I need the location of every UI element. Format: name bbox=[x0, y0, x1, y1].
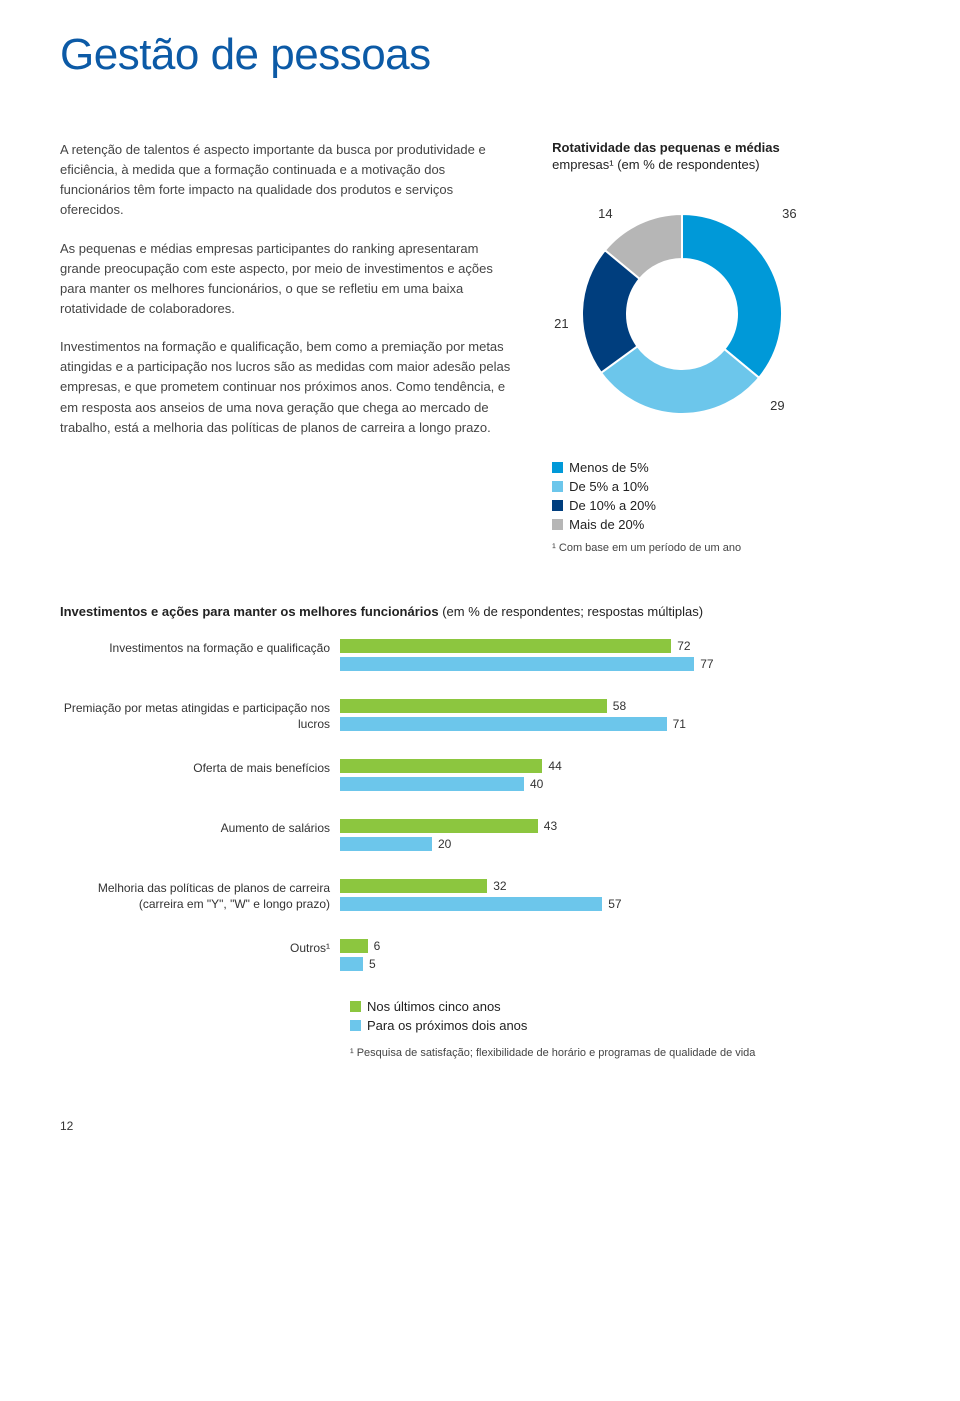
legend-item: Para os próximos dois anos bbox=[350, 1018, 900, 1033]
bar-value: 71 bbox=[673, 717, 686, 731]
legend-label: Para os próximos dois anos bbox=[367, 1018, 527, 1033]
bar-value: 44 bbox=[548, 759, 561, 773]
legend-item: Mais de 20% bbox=[552, 517, 900, 532]
bar-chart-footnote: ¹ Pesquisa de satisfação; flexibilidade … bbox=[350, 1047, 900, 1059]
bar-a bbox=[340, 699, 607, 713]
bar-b bbox=[340, 777, 524, 791]
bar-a bbox=[340, 759, 542, 773]
bar-a bbox=[340, 819, 538, 833]
donut-value-29: 29 bbox=[770, 398, 784, 413]
bar-chart: Investimentos na formação e qualificação… bbox=[60, 639, 900, 975]
donut-value-21: 21 bbox=[554, 316, 568, 331]
bar-row-bars: 72 77 bbox=[340, 639, 900, 675]
bar-value: 6 bbox=[374, 939, 381, 953]
bar-value: 58 bbox=[613, 699, 626, 713]
bar-row: Outros¹65 bbox=[60, 939, 900, 975]
bar-row-label: Investimentos na formação e qualificação bbox=[60, 639, 340, 657]
bar-chart-title: Investimentos e ações para manter os mel… bbox=[60, 604, 900, 619]
paragraph-2: As pequenas e médias empresas participan… bbox=[60, 239, 512, 320]
bar-row-bars: 44 40 bbox=[340, 759, 900, 795]
donut-title: Rotatividade das pequenas e médias bbox=[552, 140, 900, 155]
legend-swatch bbox=[552, 500, 563, 511]
legend-swatch bbox=[552, 481, 563, 492]
legend-label: Menos de 5% bbox=[569, 460, 649, 475]
bar-b bbox=[340, 837, 432, 851]
bar-chart-section: Investimentos e ações para manter os mel… bbox=[60, 604, 900, 1059]
bar-b bbox=[340, 897, 602, 911]
bar-chart-legend: Nos últimos cinco anos Para os próximos d… bbox=[350, 999, 900, 1033]
bar-row-bars: 58 71 bbox=[340, 699, 900, 735]
bar-value: 57 bbox=[608, 897, 621, 911]
legend-swatch bbox=[350, 1020, 361, 1031]
bar-b bbox=[340, 657, 694, 671]
bar-value: 43 bbox=[544, 819, 557, 833]
bar-row-label: Oferta de mais benefícios bbox=[60, 759, 340, 777]
bar-row: Premiação por metas atingidas e particip… bbox=[60, 699, 900, 735]
donut-value-36: 36 bbox=[782, 206, 796, 221]
bar-row-label: Outros¹ bbox=[60, 939, 340, 957]
body-text-column: A retenção de talentos é aspecto importa… bbox=[60, 140, 512, 554]
legend-label: De 5% a 10% bbox=[569, 479, 649, 494]
bar-value: 32 bbox=[493, 879, 506, 893]
bar-row: Oferta de mais benefícios 44 40 bbox=[60, 759, 900, 795]
bar-row-bars: 43 20 bbox=[340, 819, 900, 855]
bar-row-label: Aumento de salários bbox=[60, 819, 340, 837]
bar-title-bold: Investimentos e ações para manter os mel… bbox=[60, 604, 439, 619]
bar-row-bars: 65 bbox=[340, 939, 900, 975]
legend-swatch bbox=[350, 1001, 361, 1012]
bar-b bbox=[340, 957, 363, 971]
bar-value: 5 bbox=[369, 957, 376, 971]
bar-row-label: Melhoria das políticas de planos de carr… bbox=[60, 879, 340, 912]
paragraph-1: A retenção de talentos é aspecto importa… bbox=[60, 140, 512, 221]
legend-label: Nos últimos cinco anos bbox=[367, 999, 501, 1014]
bar-value: 40 bbox=[530, 777, 543, 791]
bar-row: Melhoria das políticas de planos de carr… bbox=[60, 879, 900, 915]
top-section: A retenção de talentos é aspecto importa… bbox=[60, 140, 900, 554]
legend-item: Nos últimos cinco anos bbox=[350, 999, 900, 1014]
donut-value-14: 14 bbox=[598, 206, 612, 221]
donut-footnote: ¹ Com base em um período de um ano bbox=[552, 542, 900, 554]
bar-row-label: Premiação por metas atingidas e particip… bbox=[60, 699, 340, 732]
legend-swatch bbox=[552, 519, 563, 530]
bar-row: Investimentos na formação e qualificação… bbox=[60, 639, 900, 675]
bar-value: 77 bbox=[700, 657, 713, 671]
legend-label: Mais de 20% bbox=[569, 517, 644, 532]
legend-item: Menos de 5% bbox=[552, 460, 900, 475]
page-title: Gestão de pessoas bbox=[60, 30, 900, 80]
bar-row-bars: 32 57 bbox=[340, 879, 900, 915]
legend-item: De 5% a 10% bbox=[552, 479, 900, 494]
donut-subtitle: empresas¹ (em % de respondentes) bbox=[552, 157, 900, 172]
donut-chart-column: Rotatividade das pequenas e médias empre… bbox=[552, 140, 900, 554]
bar-a bbox=[340, 939, 368, 953]
bar-a bbox=[340, 879, 487, 893]
bar-value: 20 bbox=[438, 837, 451, 851]
page-number: 12 bbox=[60, 1119, 900, 1133]
donut-chart: 36 29 21 14 bbox=[552, 184, 812, 444]
legend-item: De 10% a 20% bbox=[552, 498, 900, 513]
bar-a bbox=[340, 639, 671, 653]
paragraph-3: Investimentos na formação e qualificação… bbox=[60, 337, 512, 438]
bar-row: Aumento de salários 43 20 bbox=[60, 819, 900, 855]
legend-swatch bbox=[552, 462, 563, 473]
donut-legend: Menos de 5% De 5% a 10% De 10% a 20% Mais d… bbox=[552, 460, 900, 532]
legend-label: De 10% a 20% bbox=[569, 498, 656, 513]
bar-title-light: (em % de respondentes; respostas múltipl… bbox=[439, 604, 703, 619]
bar-value: 72 bbox=[677, 639, 690, 653]
bar-b bbox=[340, 717, 667, 731]
